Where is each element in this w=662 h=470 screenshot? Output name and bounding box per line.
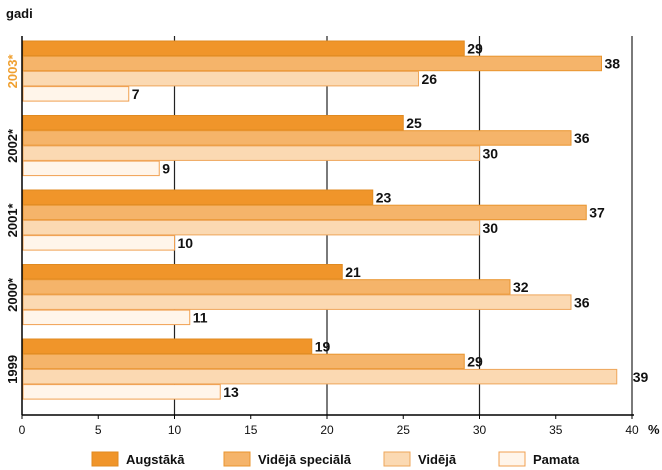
value-label-1999-2: 29 [467,354,483,370]
value-label-1999-1: 19 [315,339,331,355]
bar-2002-4 [22,160,160,177]
y-axis-title: gadi [6,6,33,21]
x-tick-labels: 0 5 10 15 20 25 30 35 40 [19,415,639,437]
category-label-2003: 2003* [5,53,20,88]
category-label-2002: 2002* [5,128,20,163]
legend-swatch-3 [383,451,411,467]
bar-2003-3 [22,70,419,87]
category-label-2000: 2000* [5,277,20,312]
bar-2001-3 [22,219,480,236]
bar-1999-2 [22,353,465,370]
bar-2003-1 [22,40,465,56]
x-tick-label-15: 15 [244,423,258,437]
bar-2002-1 [22,115,404,131]
x-tick-label-0: 0 [19,423,26,437]
value-label-2001-3: 30 [483,220,499,236]
legend: Augstākā Vidējā speciālā Vidējā Pamata [91,451,580,467]
x-tick-label-30: 30 [473,423,487,437]
value-label-2000-4: 11 [193,310,208,326]
x-tick-label-5: 5 [95,423,102,437]
x-tick-label-35: 35 [549,423,563,437]
bar-2002-2 [22,130,572,146]
value-label-2000-2: 32 [513,279,529,295]
x-tick-label-40: 40 [625,423,639,437]
x-axis-unit: % [648,422,660,437]
legend-label-1: Augstākā [126,452,185,467]
value-label-1999-3: 39 [633,369,649,385]
bar-2003-4 [22,86,130,102]
x-tick-label-10: 10 [168,423,182,437]
bar-2001-4 [22,235,175,251]
legend-swatch-4 [498,451,526,467]
bar-2000-2 [22,279,511,295]
bars-layer [22,40,618,400]
legend-swatch-1 [91,451,119,467]
legend-swatch-2 [223,451,251,467]
bar-2003-2 [22,55,602,72]
value-label-2001-4: 10 [178,235,194,251]
x-tick-label-20: 20 [320,423,334,437]
value-label-2001-1: 23 [376,190,392,206]
labels-layer: 29 38 26 7 2003* 25 36 30 9 2002* 23 37 30 10 2001* 21 3… [5,41,649,401]
value-label-2003-2: 38 [605,56,621,72]
bar-2001-2 [22,204,587,221]
value-label-2003-1: 29 [467,41,483,57]
legend-label-3: Vidējā [418,452,457,467]
bar-1999-4 [22,384,221,400]
legend-label-2: Vidējā speciālā [258,452,352,467]
value-label-1999-4: 13 [223,384,239,400]
bar-2001-1 [22,189,374,205]
value-label-2003-3: 26 [422,71,438,87]
value-label-2002-4: 9 [162,161,170,177]
value-label-2002-1: 25 [406,115,422,131]
value-label-2001-2: 37 [589,205,605,221]
value-label-2000-3: 36 [574,294,590,310]
legend-label-4: Pamata [533,452,580,467]
bar-2000-1 [22,264,343,280]
x-tick-label-25: 25 [397,423,411,437]
bar-2000-4 [22,309,191,326]
value-label-2000-1: 21 [345,264,361,280]
category-label-1999: 1999 [5,355,20,384]
bar-1999-3 [22,368,618,385]
category-label-2001: 2001* [5,202,20,237]
value-label-2002-3: 30 [483,145,499,161]
value-label-2002-2: 36 [574,130,590,146]
bar-2002-3 [22,145,480,161]
bar-1999-1 [22,338,313,354]
bar-2000-3 [22,294,572,310]
value-label-2003-4: 7 [132,86,140,102]
